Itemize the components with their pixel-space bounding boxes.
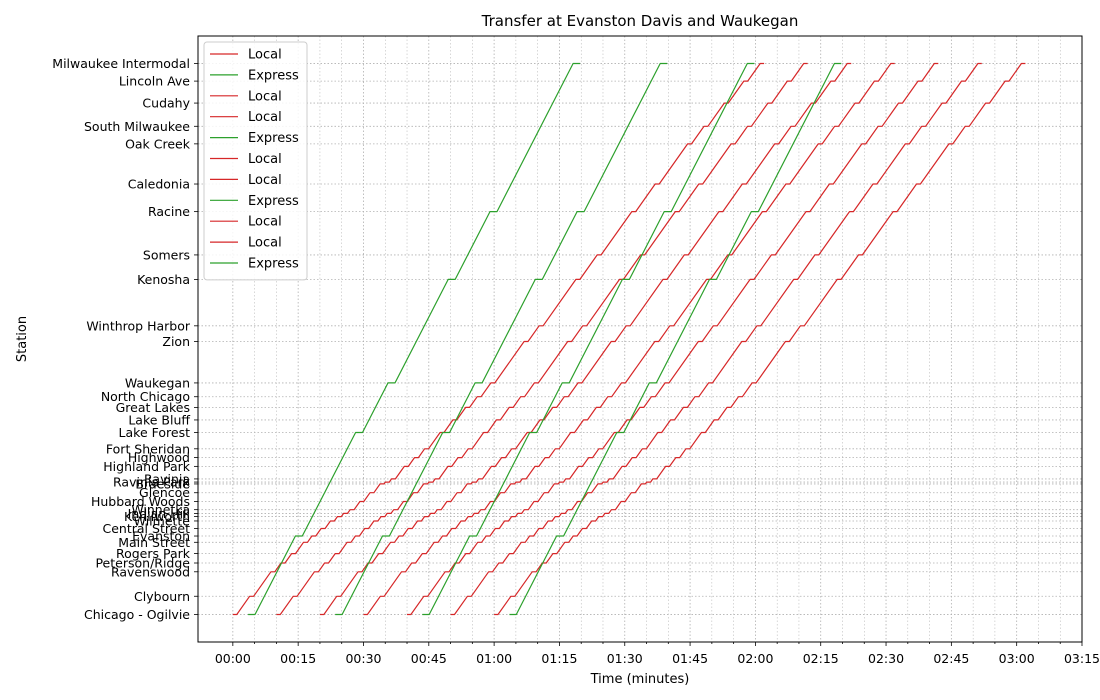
- series-line-local: [276, 62, 808, 616]
- station-label: Kenilworth: [124, 509, 190, 524]
- x-tick-label: 01:45: [672, 651, 708, 666]
- series-lines: [232, 62, 1026, 616]
- station-label: Waukegan: [125, 375, 190, 390]
- legend-box: [203, 41, 308, 281]
- station-label: Lake Forest: [119, 425, 191, 440]
- station-label: Ravinia: [144, 471, 190, 486]
- y-axis-label: Station: [15, 316, 30, 362]
- station-label: Ravinia Park: [113, 475, 191, 490]
- station-label: Rogers Park: [116, 546, 191, 561]
- chart-title: Transfer at Evanston Davis and Waukegan: [481, 12, 799, 30]
- station-label: Milwaukee Intermodal: [52, 56, 190, 71]
- station-label: Somers: [143, 247, 190, 262]
- series-line-express: [335, 62, 668, 616]
- grid: [198, 36, 1083, 642]
- legend-label: Local: [248, 215, 282, 230]
- x-tick-label: 01:00: [476, 651, 512, 666]
- station-label: Braeside: [135, 476, 190, 491]
- legend-label: Local: [248, 152, 282, 167]
- series-line-local: [232, 62, 765, 616]
- station-label: Indian Hill: [128, 506, 190, 521]
- x-axis: 00:00 00:15 00:30 00:45 01:00 01:15 01:30 01:45…: [215, 642, 1100, 666]
- x-tick-label: 00:45: [411, 651, 447, 666]
- series-line-express: [422, 62, 755, 616]
- series-line-express: [509, 62, 842, 616]
- x-tick-label: 01:15: [541, 651, 577, 666]
- station-label: Racine: [148, 204, 190, 219]
- station-label: Clybourn: [134, 589, 190, 604]
- x-tick-label: 02:00: [737, 651, 773, 666]
- x-tick-label: 01:30: [607, 651, 643, 666]
- legend-label: Express: [248, 68, 299, 83]
- x-tick-label: 03:00: [999, 651, 1035, 666]
- legend-label: Local: [248, 173, 282, 188]
- station-label: Great Lakes: [116, 400, 190, 415]
- station-label: Peterson/Ridge: [95, 556, 190, 571]
- legend-label: Express: [248, 257, 299, 272]
- station-label: Highwood: [128, 450, 190, 465]
- station-label: Lincoln Ave: [119, 74, 190, 89]
- y-axis: Chicago - Ogilvie Clybourn RavenswoodPeter…: [52, 56, 198, 622]
- station-label: Winthrop Harbor: [86, 318, 191, 333]
- station-label: Lake Bluff: [128, 412, 190, 427]
- legend: Local Express Local Local Express Local Local E…: [203, 41, 308, 281]
- station-label: Evanston: [132, 529, 190, 544]
- series-line-local: [494, 62, 1026, 616]
- legend-label: Local: [248, 48, 282, 63]
- x-tick-label: 02:15: [803, 651, 839, 666]
- x-tick-label: 02:45: [933, 651, 969, 666]
- legend-label: Express: [248, 131, 299, 146]
- station-label: Ravenswood: [111, 564, 190, 579]
- station-label: North Chicago: [101, 389, 190, 404]
- legend-label: Express: [248, 194, 299, 209]
- plot-frame: [197, 35, 1083, 643]
- station-label: Cudahy: [142, 96, 190, 111]
- station-label: Chicago - Ogilvie: [84, 607, 190, 622]
- station-label: Highland Park: [103, 459, 190, 474]
- station-label: Zion: [162, 334, 190, 349]
- series-line-local: [363, 62, 895, 616]
- x-axis-label: Time (minutes): [590, 672, 690, 687]
- x-tick-label: 03:15: [1064, 651, 1100, 666]
- station-label: Central Street: [103, 521, 191, 536]
- x-tick-label: 00:30: [345, 651, 381, 666]
- x-tick-label: 02:30: [868, 651, 904, 666]
- station-label: Glencoe: [139, 485, 190, 500]
- legend-label: Local: [248, 110, 282, 125]
- station-label: Fort Sheridan: [106, 441, 190, 456]
- x-tick-label: 00:00: [215, 651, 251, 666]
- station-label: Kenosha: [137, 272, 190, 287]
- station-label: Wilmette: [134, 513, 191, 528]
- series-line-express: [248, 62, 581, 616]
- station-label: Caledonia: [128, 177, 190, 192]
- series-line-local: [407, 62, 939, 616]
- station-label: South Milwaukee: [84, 119, 190, 134]
- x-tick-label: 00:15: [280, 651, 316, 666]
- legend-label: Local: [248, 89, 282, 104]
- station-label: Main Street: [118, 535, 190, 550]
- station-label: Winnetka: [131, 502, 190, 517]
- series-line-local: [319, 62, 852, 616]
- series-line-local: [450, 62, 982, 616]
- station-label: Hubbard Woods: [91, 494, 190, 509]
- station-label: Oak Creek: [125, 136, 191, 151]
- legend-label: Local: [248, 236, 282, 251]
